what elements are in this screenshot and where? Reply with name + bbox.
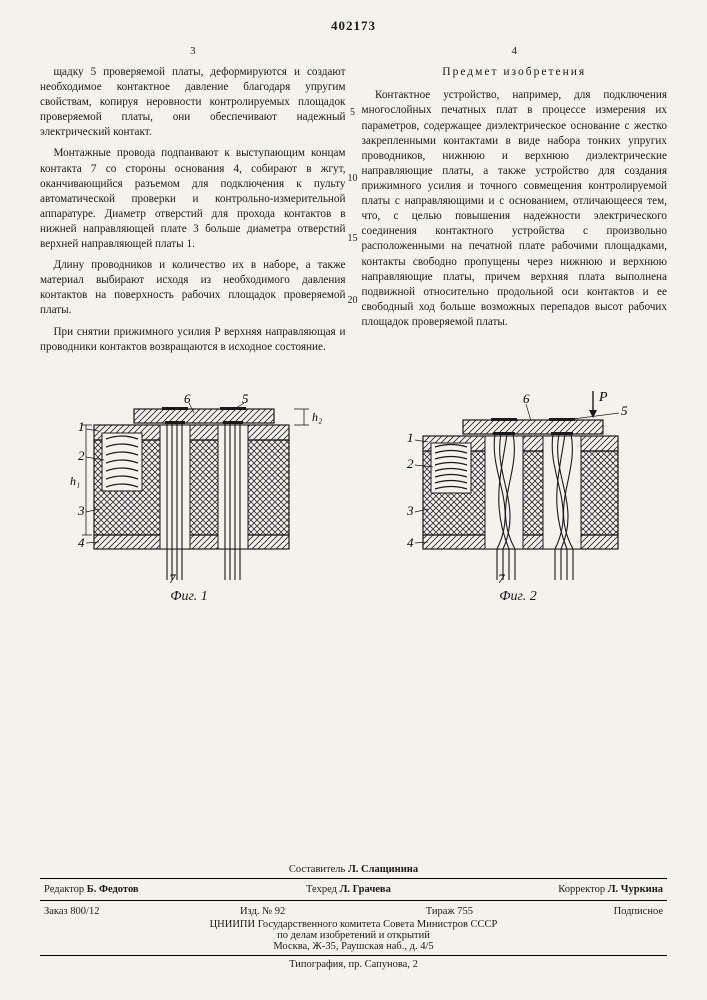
podpisnoe: Подписное xyxy=(614,906,663,917)
figures-row: h₂ h₁ 1 2 3 4 7 6 5 xyxy=(40,385,667,605)
col-num-left: 3 xyxy=(40,44,346,59)
label-3: 3 xyxy=(77,503,85,518)
page: 402173 3 щадку 5 проверяемой платы, дефо… xyxy=(0,0,707,1000)
label-4: 4 xyxy=(407,535,414,550)
label-2: 2 xyxy=(407,456,414,471)
fig2-svg: P 1 2 3 4 7 6 5 xyxy=(373,385,663,585)
line-number: 20 xyxy=(346,294,360,308)
figure-1: h₂ h₁ 1 2 3 4 7 6 5 xyxy=(44,385,334,605)
label-6: 6 xyxy=(184,391,191,406)
para: щадку 5 проверяемой платы, деформируются… xyxy=(40,65,346,141)
dim-h2: h₂ xyxy=(312,410,322,424)
editor: Редактор Б. Федотов xyxy=(44,884,139,895)
typography-line: Типография, пр. Сапунова, 2 xyxy=(40,959,667,970)
left-column: 3 щадку 5 проверяемой платы, деформируют… xyxy=(40,44,346,361)
para: Длину проводников и количество их в набо… xyxy=(40,258,346,318)
org-line2: по делам изобретений и открытий xyxy=(40,930,667,941)
org-line1: ЦНИИПИ Государственного комитета Совета … xyxy=(40,919,667,930)
figure-2: P 1 2 3 4 7 6 5 Фиг. 2 xyxy=(373,385,663,605)
label-1: 1 xyxy=(407,430,414,445)
fig1-caption: Фиг. 1 xyxy=(44,589,334,605)
compiler-label: Составитель xyxy=(289,864,345,875)
line-number: 5 xyxy=(346,106,360,120)
right-column: 4 Предмет изобретения Контактное устройс… xyxy=(362,44,668,361)
footer: Составитель Л. Слащинина Редактор Б. Фед… xyxy=(40,864,667,970)
para: При снятии прижимного усилия P верхняя н… xyxy=(40,325,346,355)
label-7: 7 xyxy=(169,571,176,585)
label-5: 5 xyxy=(621,403,628,418)
label-1: 1 xyxy=(78,419,85,434)
corrector: Корректор Л. Чуркина xyxy=(558,884,663,895)
fig2-caption: Фиг. 2 xyxy=(373,589,663,605)
label-7: 7 xyxy=(498,571,505,585)
print-row: Заказ 800/12 Изд. № 92 Тираж 755 Подписн… xyxy=(40,904,667,919)
order: Заказ 800/12 xyxy=(44,906,99,917)
compiler-line: Составитель Л. Слащинина xyxy=(40,864,667,875)
line-number: 15 xyxy=(346,232,360,246)
label-4: 4 xyxy=(78,535,85,550)
tirazh: Тираж 755 xyxy=(426,906,473,917)
compiler-name: Л. Слащинина xyxy=(348,864,418,875)
para: Монтажные провода подпаивают к выступающ… xyxy=(40,146,346,252)
credits-row: Редактор Б. Федотов Техред Л. Грачева Ко… xyxy=(40,882,667,897)
izd: Изд. № 92 xyxy=(240,906,285,917)
text-columns: 3 щадку 5 проверяемой платы, деформируют… xyxy=(40,44,667,361)
label-2: 2 xyxy=(78,448,85,463)
label-3: 3 xyxy=(406,503,414,518)
subject-heading: Предмет изобретения xyxy=(362,65,668,81)
col-num-right: 4 xyxy=(362,44,668,59)
dim-h1: h₁ xyxy=(70,474,80,488)
patent-number: 402173 xyxy=(40,18,667,34)
techred: Техред Л. Грачева xyxy=(306,884,391,895)
label-P: P xyxy=(598,390,608,405)
label-6: 6 xyxy=(523,391,530,406)
fig1-svg: h₂ h₁ 1 2 3 4 7 6 5 xyxy=(44,385,334,585)
addr-line: Москва, Ж-35, Раушская наб., д. 4/5 xyxy=(40,941,667,952)
para: Контактное устройство, например, для под… xyxy=(362,88,668,330)
line-number: 10 xyxy=(346,172,360,186)
